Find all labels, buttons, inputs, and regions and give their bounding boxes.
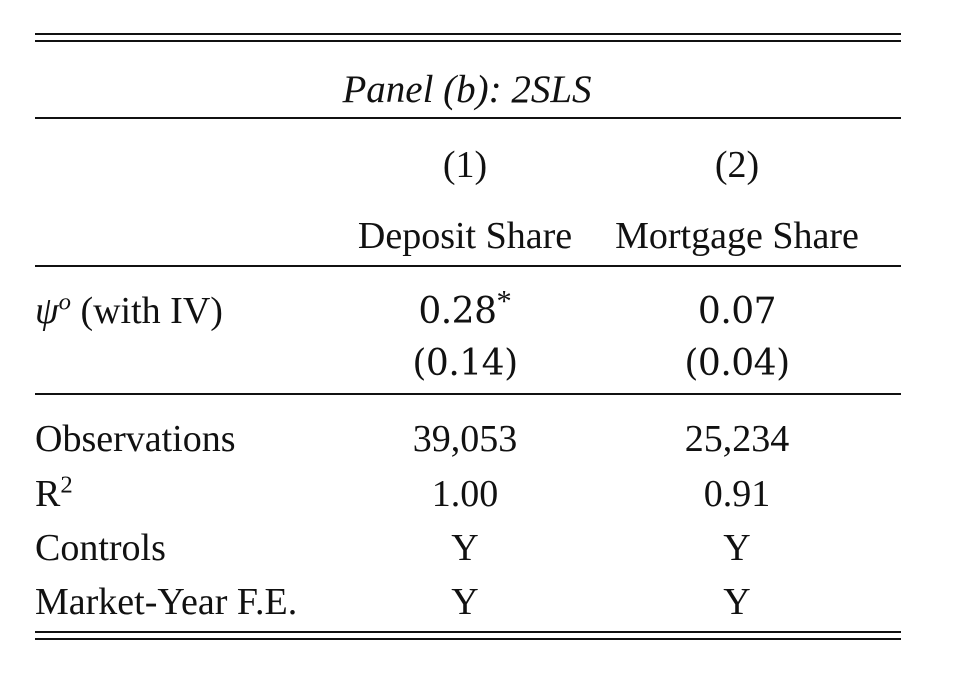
coef-col1-value: 0.28: [418, 291, 497, 332]
observations-col2: 25,234: [684, 418, 790, 460]
stats-label-r-squared: R2: [35, 471, 73, 515]
column-number-2: (2): [714, 144, 760, 186]
stats-label-controls: Controls: [35, 527, 166, 569]
significance-star: *: [496, 284, 512, 318]
panel-title-rule: [35, 117, 901, 119]
column-header-deposit-share: Deposit Share: [357, 215, 573, 257]
r-squared-col2: 0.91: [703, 473, 771, 515]
controls-col1: Y: [451, 527, 479, 569]
market-year-fe-col2: Y: [723, 581, 751, 623]
stats-label-market-year-fe: Market-Year F.E.: [35, 581, 298, 623]
stats-rule: [35, 393, 901, 395]
top-rule-outer: [35, 33, 901, 35]
top-rule-inner: [35, 40, 901, 42]
coef-col2-value: 0.07: [697, 291, 777, 332]
r-squared-superscript: 2: [60, 471, 73, 499]
se-col1: (0.14): [412, 343, 518, 384]
bottom-rule-outer: [35, 638, 901, 640]
coef-row-label: ψo (with IV): [35, 289, 223, 332]
psi-superscript: o: [58, 288, 71, 316]
header-rule: [35, 265, 901, 267]
coef-col2: 0.07: [697, 291, 777, 332]
column-header-mortgage-share: Mortgage Share: [615, 215, 859, 257]
stats-label-observations: Observations: [35, 418, 236, 460]
panel-title: Panel (b): 2SLS: [342, 68, 592, 111]
r-squared-col1: 1.00: [431, 473, 499, 515]
column-number-1: (1): [442, 144, 488, 186]
bottom-rule-inner: [35, 631, 901, 633]
observations-col1: 39,053: [412, 418, 518, 460]
psi-symbol: ψ: [35, 290, 59, 332]
market-year-fe-col1: Y: [451, 581, 479, 623]
controls-col2: Y: [723, 527, 751, 569]
coef-col1: 0.28*: [418, 286, 511, 332]
coef-row-label-suffix: (with IV): [80, 290, 223, 332]
se-col2: (0.04): [684, 343, 790, 384]
